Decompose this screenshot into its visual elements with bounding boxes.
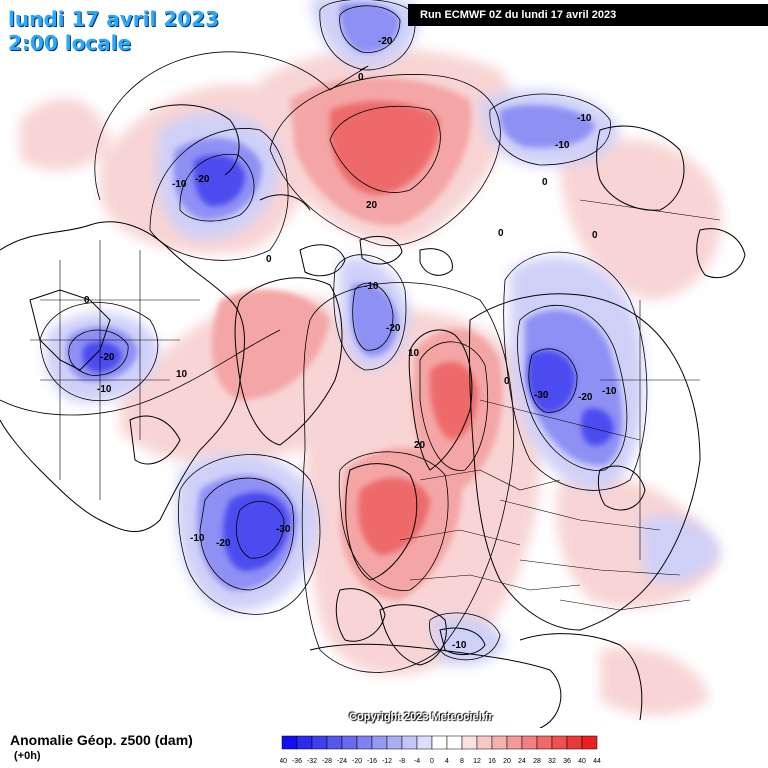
scale-swatch <box>491 735 508 750</box>
contour-label: -20 <box>100 352 115 363</box>
scale-swatch <box>476 735 493 750</box>
scale-label: 44 <box>593 758 601 765</box>
contour-labels: -20 0 -10 -20 0 -10 -10 0 20 0 -10 -20 1… <box>84 36 617 651</box>
contour-label: 0 <box>542 177 548 188</box>
zero-markers: 0 0 <box>504 230 598 387</box>
contour-label: -20 <box>386 323 401 334</box>
contour-label: -10 <box>190 533 205 544</box>
scale-label: 20 <box>503 758 511 765</box>
scale-swatch <box>311 735 328 750</box>
scale-swatch <box>356 735 373 750</box>
borders <box>30 199 721 611</box>
contour-label: 0 <box>358 72 364 83</box>
scale-label: 40 <box>578 758 586 765</box>
scale-label: 24 <box>518 758 526 765</box>
contour-label: 10 <box>408 348 420 359</box>
scale-swatch <box>446 735 463 750</box>
color-scale: -40-36-32-28-24-20-16-12-8-4048121620242… <box>280 735 601 765</box>
scale-label: 0 <box>430 758 434 765</box>
contour-label: 0 <box>84 295 90 306</box>
contour-label: -10 <box>602 386 617 397</box>
scale-label: 28 <box>533 758 541 765</box>
contour-label: 0 <box>504 376 510 387</box>
scale-label: -36 <box>292 758 302 765</box>
scale-swatch <box>506 735 523 750</box>
scale-label: 4 <box>445 758 449 765</box>
scale-swatch <box>416 735 433 750</box>
scale-swatch <box>461 735 478 750</box>
scale-label: -16 <box>367 758 377 765</box>
scale-label: -28 <box>322 758 332 765</box>
scale-swatch <box>566 735 583 750</box>
forecast-date: lundi 17 avril 2023 <box>8 7 219 31</box>
scale-label: 36 <box>563 758 571 765</box>
forecast-time: 2:00 locale <box>8 31 132 55</box>
scale-label: 16 <box>488 758 496 765</box>
scale-label: 12 <box>473 758 481 765</box>
scale-swatch <box>551 735 568 750</box>
scale-swatch <box>521 735 538 750</box>
contour-label: -20 <box>378 36 393 47</box>
scale-label: -40 <box>280 758 287 765</box>
contour-label: -10 <box>364 281 379 292</box>
scale-swatch <box>326 735 343 750</box>
contour-label: -10 <box>172 179 187 190</box>
contour-label: -20 <box>195 174 210 185</box>
contour-label: -10 <box>577 113 592 124</box>
contour-label: -20 <box>578 392 593 403</box>
scale-label: -8 <box>399 758 405 765</box>
contour-label: 20 <box>414 440 426 451</box>
scale-swatch <box>371 735 388 750</box>
contour-label: 20 <box>366 200 378 211</box>
scale-label: -32 <box>307 758 317 765</box>
scale-swatch <box>401 735 418 750</box>
scale-label: 8 <box>460 758 464 765</box>
contour-label: 10 <box>176 369 188 380</box>
lead-time: (+0h) <box>14 750 41 762</box>
scale-swatch <box>536 735 553 750</box>
scale-label: -24 <box>337 758 347 765</box>
scale-swatch <box>296 735 313 750</box>
contour-label: -10 <box>452 640 467 651</box>
scale-swatch <box>341 735 358 750</box>
contour-label: -30 <box>276 524 291 535</box>
contour-label: 0 <box>592 230 598 241</box>
contour-label: -10 <box>555 140 570 151</box>
scale-label: -20 <box>352 758 362 765</box>
scale-swatch <box>386 735 403 750</box>
scale-swatch <box>581 735 598 750</box>
map-title: Anomalie Géop. z500 (dam) <box>10 732 193 748</box>
contour-label: -20 <box>216 538 231 549</box>
contour-label: 0 <box>266 254 272 265</box>
contour-label: -30 <box>534 390 549 401</box>
scale-swatch <box>431 735 448 750</box>
scale-label: 32 <box>548 758 556 765</box>
anomaly-shading <box>20 0 722 715</box>
scale-swatch <box>281 735 298 750</box>
scale-label: -12 <box>382 758 392 765</box>
contour-label: 0 <box>498 228 504 239</box>
copyright: Copyright 2023 Meteociel.fr <box>349 711 493 723</box>
scale-label: -4 <box>414 758 420 765</box>
coastlines <box>0 104 746 729</box>
contour-lines <box>0 0 648 673</box>
contour-label: -10 <box>97 384 112 395</box>
run-banner: Run ECMWF 0Z du lundi 17 avril 2023 <box>408 4 768 26</box>
